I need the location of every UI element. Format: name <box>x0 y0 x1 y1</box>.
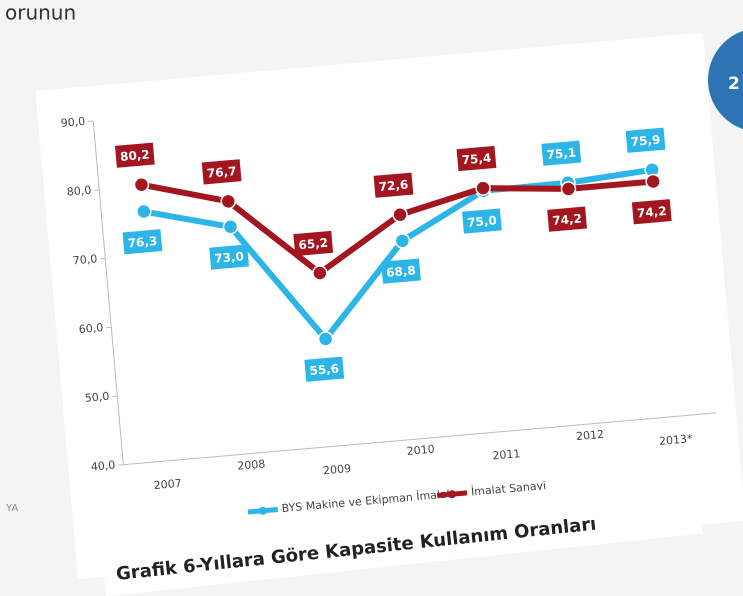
point <box>133 176 150 193</box>
value-label: 75,1 <box>546 145 577 162</box>
value-label: 75,0 <box>467 213 498 230</box>
point <box>392 206 408 223</box>
value-label: 55,6 <box>309 361 340 378</box>
value-label-box <box>625 127 666 153</box>
value-label-box <box>547 206 587 232</box>
value-label: 74,2 <box>552 211 583 228</box>
y-axis <box>92 121 124 465</box>
value-label-box <box>201 159 242 185</box>
value-label-box <box>462 208 502 234</box>
badge-text: 2 <box>728 74 740 94</box>
value-label: 76,7 <box>206 164 237 181</box>
point <box>560 181 577 197</box>
point <box>222 219 239 235</box>
point <box>312 265 328 281</box>
x-tick-label: 2011 <box>492 447 521 462</box>
caption-box <box>100 473 704 596</box>
x-tick-label: 2013* <box>658 432 693 448</box>
x-tick-label: 2008 <box>237 457 266 472</box>
point <box>136 203 152 220</box>
value-label: 73,0 <box>214 249 245 266</box>
y-tick-label: 90,0 <box>60 115 86 130</box>
chart: 40,0 50,0 60,0 70,0 80,0 90,0 2007 2008 2009 2010… <box>35 32 743 580</box>
x-axis <box>123 412 717 466</box>
value-label: 75,4 <box>461 151 492 168</box>
y-tick-label: 80,0 <box>66 184 92 199</box>
x-tick-label: 2012 <box>576 428 605 443</box>
y-tick-label: 70,0 <box>72 252 98 267</box>
y-tick-label: 50,0 <box>84 390 110 405</box>
value-label: 65,2 <box>298 236 329 253</box>
legend-dot <box>258 506 267 515</box>
badge-circle <box>708 30 743 130</box>
point <box>394 233 411 249</box>
value-label: 68,8 <box>386 263 417 280</box>
value-label-box <box>304 356 345 382</box>
value-label-box <box>293 230 334 257</box>
point <box>317 331 334 347</box>
point <box>645 173 661 190</box>
x-tick-label: 2010 <box>406 443 435 458</box>
value-label: 76,3 <box>127 234 158 251</box>
value-label: 75,9 <box>630 133 661 150</box>
y-tick-label: 40,0 <box>90 458 116 473</box>
point <box>220 193 236 210</box>
value-label: 74,2 <box>636 204 667 221</box>
value-label-box <box>541 140 582 166</box>
value-label: 72,6 <box>378 177 409 194</box>
x-tick-label: 2007 <box>153 477 182 492</box>
y-tick-label: 60,0 <box>78 321 104 336</box>
value-label-box <box>456 145 497 172</box>
value-label-box <box>381 258 421 284</box>
value-label-box <box>373 172 414 198</box>
value-label-box <box>122 229 163 255</box>
x-tick-label: 2009 <box>323 462 352 477</box>
side-fragment: YA <box>5 503 18 514</box>
legend-dot <box>448 490 457 499</box>
header-fragment: orunun <box>5 1 76 25</box>
value-label-box <box>209 244 249 270</box>
point <box>475 180 491 196</box>
value-label-box <box>631 199 672 225</box>
value-label: 80,2 <box>120 147 151 164</box>
value-label-box <box>114 142 155 168</box>
